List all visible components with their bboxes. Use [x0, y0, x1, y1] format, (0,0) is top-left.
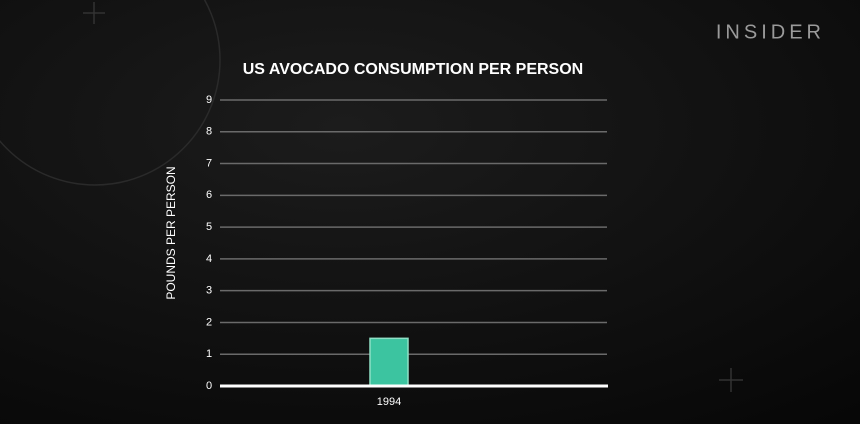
y-tick-label: 3 [206, 285, 212, 297]
decor-cross [83, 2, 105, 24]
chart-title: US AVOCADO CONSUMPTION PER PERSON [243, 61, 583, 78]
y-tick-label: 4 [206, 253, 212, 265]
y-tick-label: 8 [206, 126, 212, 138]
brand-logo: INSIDER [716, 21, 825, 43]
y-tick-label: 2 [206, 316, 212, 328]
y-tick-label: 1 [206, 348, 212, 360]
x-tick-label: 1994 [377, 396, 401, 408]
bar [369, 337, 409, 387]
decor-cross [719, 368, 743, 392]
y-axis-label: POUNDS PER PERSON [164, 166, 178, 299]
y-tick-label: 6 [206, 189, 212, 201]
y-tick-label: 5 [206, 221, 212, 233]
y-tick-label: 0 [206, 380, 212, 392]
decor-circle [0, 0, 221, 186]
y-tick-label: 9 [206, 94, 212, 106]
y-tick-label: 7 [206, 157, 212, 169]
